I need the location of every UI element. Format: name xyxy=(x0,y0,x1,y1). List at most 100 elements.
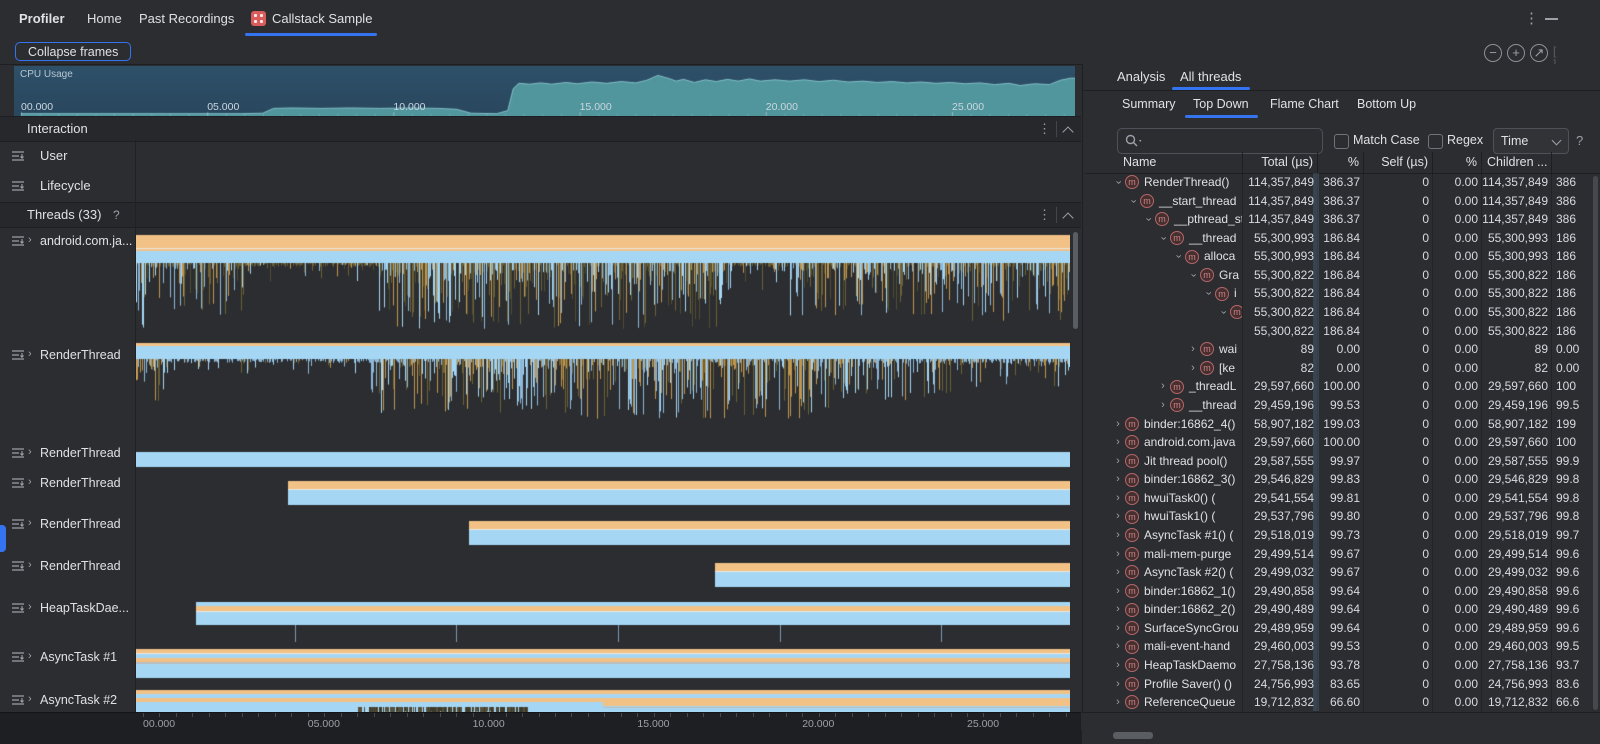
chevron-down-icon[interactable]: › xyxy=(1142,217,1155,222)
tab-bottom-up[interactable]: Bottom Up xyxy=(1357,97,1417,111)
left-scrollbar-thumb[interactable] xyxy=(1073,232,1078,329)
tab-summary[interactable]: Summary xyxy=(1122,97,1176,111)
vertical-scrollbar-thumb[interactable] xyxy=(1593,176,1598,710)
table-row[interactable]: › m binder:16862_4() 58,907,182 199.03 0 0.00 5… xyxy=(1085,414,1600,434)
tab-all-threads[interactable]: All threads xyxy=(1180,69,1242,84)
chevron-right-icon[interactable]: › xyxy=(1116,436,1120,449)
table-row[interactable]: › m ReferenceQueue 19,712,832 66.60 0 0.00 19,7… xyxy=(1085,693,1600,712)
thread-row[interactable]: › RenderThread xyxy=(0,557,136,575)
table-row[interactable]: › m [ke 82 0.00 0 0.00 82 0.00 xyxy=(1085,358,1600,378)
kebab-menu-icon[interactable]: ⋮ xyxy=(1038,207,1051,222)
table-row[interactable]: › m hwuiTask0() (29,541,554 99.81 0 0.00 29,54… xyxy=(1085,488,1600,508)
chevron-down-icon[interactable]: › xyxy=(1157,236,1170,240)
chevron-right-icon[interactable]: › xyxy=(28,693,32,705)
chevron-right-icon[interactable]: › xyxy=(1116,510,1120,523)
match-case-checkbox[interactable] xyxy=(1334,134,1349,149)
chevron-up-icon[interactable] xyxy=(1062,212,1074,224)
table-row[interactable]: › m AsyncTask #2() (29,499,032 99.67 0 0.00 29… xyxy=(1085,563,1600,582)
minimize-icon[interactable] xyxy=(1545,18,1558,20)
table-row[interactable]: › m binder:16862_2() 29,490,489 99.64 0 0.00 29… xyxy=(1085,600,1600,619)
thread-row[interactable]: › RenderThread xyxy=(0,346,136,364)
table-row[interactable]: › m __thread 29,459,196 99.53 0 0.00 29,459,196… xyxy=(1085,395,1600,415)
help-icon[interactable]: ? xyxy=(1576,133,1584,148)
search-input[interactable] xyxy=(1146,130,1318,152)
table-row[interactable]: › m __start_thread 114,357,849 386.37 0 0.00 11… xyxy=(1085,191,1600,211)
chevron-down-icon[interactable]: › xyxy=(1202,291,1215,296)
chevron-right-icon[interactable]: › xyxy=(1116,696,1120,709)
tab-past-recordings[interactable]: Past Recordings xyxy=(139,11,235,26)
zoom-in-icon[interactable]: + xyxy=(1507,44,1525,62)
zoom-out-icon[interactable]: − xyxy=(1484,44,1502,62)
collapse-frames-button[interactable]: Collapse frames xyxy=(15,42,132,61)
chevron-right-icon[interactable]: › xyxy=(1191,343,1195,356)
table-row[interactable]: › m android.com.java 29,597,660 100.00 0 0.00 2… xyxy=(1085,433,1600,452)
tab-top-down[interactable]: Top Down xyxy=(1193,97,1249,111)
column-header-Self (µs)[interactable]: Self (µs) xyxy=(1364,152,1433,173)
chevron-right-icon[interactable]: › xyxy=(1116,659,1120,672)
chevron-right-icon[interactable]: › xyxy=(1116,603,1120,616)
chevron-right-icon[interactable]: › xyxy=(28,517,32,529)
table-row[interactable]: › m wai 89 0.00 0 0.00 89 0.00 xyxy=(1085,340,1600,359)
table-row[interactable]: › m Profile Saver() () 24,756,993 83.65 0 0.00… xyxy=(1085,674,1600,694)
help-icon[interactable]: ? xyxy=(113,208,120,222)
interaction-row-lifecycle[interactable]: Lifecycle xyxy=(0,171,136,201)
cpu-usage-chart[interactable] xyxy=(14,66,1075,117)
match-case-label[interactable]: Match Case xyxy=(1353,133,1420,147)
chevron-right-icon[interactable]: › xyxy=(28,234,32,246)
interaction-row-user[interactable]: User xyxy=(0,141,136,171)
column-header-Children ...[interactable]: Children ... xyxy=(1482,152,1552,173)
thread-row[interactable]: › AsyncTask #1 xyxy=(0,648,136,666)
chevron-down-icon[interactable]: › xyxy=(1217,310,1230,315)
reset-zoom-icon[interactable]: ↗ xyxy=(1530,44,1548,62)
table-row[interactable]: › m __thread 55,300,993 186.84 0 0.00 55,300,99… xyxy=(1085,228,1600,248)
thread-row[interactable]: › RenderThread xyxy=(0,444,136,462)
chevron-right-icon[interactable]: › xyxy=(28,601,32,613)
column-header-Total (µs)[interactable]: Total (µs) xyxy=(1243,152,1318,173)
horizontal-scrollbar-thumb[interactable] xyxy=(1113,732,1153,739)
chevron-right-icon[interactable]: › xyxy=(1161,398,1165,411)
table-row[interactable]: › m SurfaceSyncGrou 29,489,959 99.64 0 0.00 29,… xyxy=(1085,618,1600,638)
table-row[interactable]: › m binder:16862_3() 29,546,829 99.83 0 0.00 29… xyxy=(1085,470,1600,489)
thread-tracks-canvas[interactable] xyxy=(136,226,1070,712)
chevron-right-icon[interactable]: › xyxy=(1116,528,1120,541)
chevron-right-icon[interactable]: › xyxy=(1116,640,1120,653)
thread-row[interactable]: › RenderThread xyxy=(0,515,136,533)
table-row[interactable]: › m AsyncTask #1() (29,518,019 99.73 0 0.00 29… xyxy=(1085,525,1600,545)
chevron-right-icon[interactable]: › xyxy=(1116,584,1120,597)
chevron-right-icon[interactable]: › xyxy=(1116,491,1120,504)
kebab-menu-icon[interactable]: ⋮ xyxy=(1038,121,1051,136)
table-row[interactable]: › m Jit thread pool() 29,587,555 99.97 0 0.00 2… xyxy=(1085,451,1600,471)
table-row[interactable]: › m RenderThread() 114,357,849 386.37 0 0.00 11… xyxy=(1085,173,1600,192)
table-row[interactable]: › m mali-event-hand 29,460,003 99.53 0 0.00 29,… xyxy=(1085,637,1600,657)
kebab-menu-icon[interactable]: ⋮ xyxy=(1524,10,1539,27)
chevron-right-icon[interactable]: › xyxy=(28,476,32,488)
chevron-down-icon[interactable]: › xyxy=(1112,180,1125,185)
chevron-right-icon[interactable]: › xyxy=(1191,361,1195,374)
chevron-right-icon[interactable]: › xyxy=(1116,473,1120,486)
table-row[interactable]: › m i 55,300,822 186.84 0 0.00 55,300,822 186 xyxy=(1085,284,1600,304)
chevron-right-icon[interactable]: › xyxy=(28,650,32,662)
chevron-right-icon[interactable]: › xyxy=(1116,677,1120,690)
tab-analysis[interactable]: Analysis xyxy=(1117,69,1166,84)
chevron-down-icon[interactable]: › xyxy=(1172,254,1185,259)
group-by-dropdown[interactable]: Time xyxy=(1493,128,1569,154)
tab-flame-chart[interactable]: Flame Chart xyxy=(1270,97,1339,111)
frame-selection-icon[interactable]: [ ] xyxy=(1553,44,1559,71)
tab-home[interactable]: Home xyxy=(87,11,122,26)
table-row[interactable]: › m Gra 55,300,822 186.84 0 0.00 55,300,822 186 xyxy=(1085,265,1600,285)
thread-row[interactable]: › AsyncTask #2 xyxy=(0,691,136,709)
table-row[interactable]: › m hwuiTask1() (29,537,796 99.80 0 0.00 29,53… xyxy=(1085,507,1600,526)
column-header-%[interactable]: % xyxy=(1318,152,1364,173)
table-row[interactable]: › m binder:16862_1() 29,490,858 99.64 0 0.00 29… xyxy=(1085,581,1600,601)
regex-checkbox[interactable] xyxy=(1428,134,1443,149)
chevron-right-icon[interactable]: › xyxy=(28,446,32,458)
chevron-right-icon[interactable]: › xyxy=(1161,380,1165,393)
chevron-right-icon[interactable]: › xyxy=(28,348,32,360)
table-row[interactable]: › m __pthread_st 114,357,849 386.37 0 0.00 114,… xyxy=(1085,210,1600,229)
search-field[interactable] xyxy=(1117,128,1323,154)
chevron-right-icon[interactable]: › xyxy=(1116,621,1120,634)
thread-row[interactable]: › android.com.ja... xyxy=(0,232,136,250)
table-row[interactable]: › m _threadL 29,597,660 100.00 0 0.00 29,597,66… xyxy=(1085,377,1600,396)
